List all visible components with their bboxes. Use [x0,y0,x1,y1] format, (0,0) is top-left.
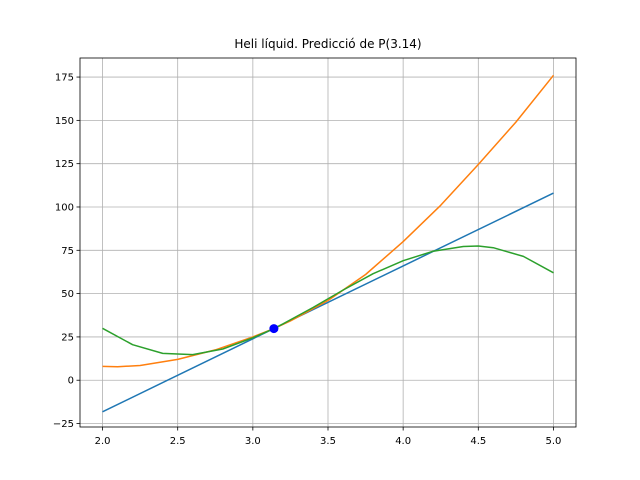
x-tick-label: 3.0 [245,436,261,447]
chart-title: Heli líquid. Predicció de P(3.14) [234,37,421,51]
marker-layer [269,324,279,334]
y-tick-label: −25 [53,419,74,430]
x-axis: 2.0 2.5 3.0 3.5 4.0 4.5 5.0 [95,427,562,447]
x-tick-label: 4.0 [395,436,411,447]
series-line-2 [102,74,555,368]
x-tick-label: 2.5 [170,436,186,447]
y-tick-label: 125 [55,159,74,170]
y-tick-label: 100 [55,202,74,213]
x-tick-label: 5.0 [546,436,562,447]
y-axis: −25 0 25 50 75 100 125 150 175 [53,73,80,430]
y-tick-label: 150 [55,116,74,127]
y-tick-label: 25 [61,332,74,343]
y-tick-label: 175 [55,73,74,84]
y-tick-label: 0 [68,376,74,387]
x-tick-label: 3.5 [320,436,336,447]
prediction-point [269,324,279,334]
x-tick-label: 2.0 [95,436,111,447]
y-tick-label: 75 [61,246,74,257]
y-tick-label: 50 [61,289,74,300]
series-line-3 [102,245,554,356]
x-tick-label: 4.5 [470,436,486,447]
